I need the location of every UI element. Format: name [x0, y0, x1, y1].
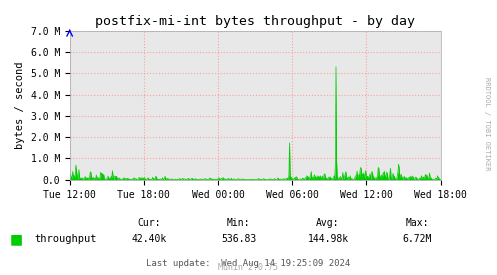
- Text: Min:: Min:: [227, 218, 250, 228]
- Text: throughput: throughput: [35, 234, 97, 244]
- Y-axis label: bytes / second: bytes / second: [15, 61, 25, 149]
- Text: ■: ■: [10, 232, 23, 246]
- Text: Munin 2.0.75: Munin 2.0.75: [219, 263, 278, 272]
- Text: Cur:: Cur:: [137, 218, 161, 228]
- Text: Last update:  Wed Aug 14 19:25:09 2024: Last update: Wed Aug 14 19:25:09 2024: [147, 260, 350, 268]
- Text: 42.40k: 42.40k: [132, 234, 166, 244]
- Text: 6.72M: 6.72M: [403, 234, 432, 244]
- Title: postfix-mi-int bytes throughput - by day: postfix-mi-int bytes throughput - by day: [95, 15, 415, 28]
- Text: Max:: Max:: [406, 218, 429, 228]
- Text: 536.83: 536.83: [221, 234, 256, 244]
- Text: Avg:: Avg:: [316, 218, 340, 228]
- Text: RRDTOOL / TOBI OETIKER: RRDTOOL / TOBI OETIKER: [484, 77, 490, 170]
- Text: 144.98k: 144.98k: [308, 234, 348, 244]
